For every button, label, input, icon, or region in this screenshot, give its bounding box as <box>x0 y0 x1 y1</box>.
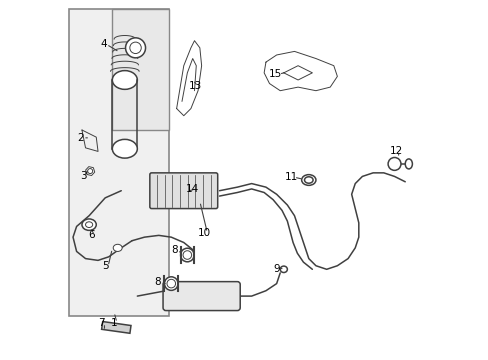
Text: 5: 5 <box>102 261 108 271</box>
Bar <box>102 321 131 333</box>
Text: 10: 10 <box>198 228 211 238</box>
Text: 7: 7 <box>98 318 105 328</box>
Text: 15: 15 <box>269 69 282 79</box>
Circle shape <box>130 42 141 54</box>
Text: 9: 9 <box>273 264 280 274</box>
Text: 12: 12 <box>389 147 402 157</box>
Ellipse shape <box>180 248 194 262</box>
Ellipse shape <box>301 175 315 185</box>
Circle shape <box>166 279 175 288</box>
Text: 14: 14 <box>186 184 199 194</box>
Text: 1: 1 <box>111 318 117 328</box>
Ellipse shape <box>405 159 411 169</box>
Circle shape <box>183 251 191 259</box>
Circle shape <box>87 168 93 174</box>
Ellipse shape <box>280 266 287 273</box>
Text: 2: 2 <box>77 133 83 143</box>
FancyBboxPatch shape <box>163 282 240 311</box>
Ellipse shape <box>85 222 93 228</box>
Text: 8: 8 <box>154 277 161 287</box>
Bar <box>69 9 169 316</box>
Ellipse shape <box>112 139 137 158</box>
Text: 6: 6 <box>88 230 95 240</box>
Circle shape <box>387 157 400 170</box>
Ellipse shape <box>164 277 178 291</box>
Ellipse shape <box>112 71 137 89</box>
Text: 13: 13 <box>188 81 202 91</box>
Ellipse shape <box>113 244 122 251</box>
Text: 11: 11 <box>284 172 297 182</box>
Circle shape <box>125 38 145 58</box>
Text: 3: 3 <box>80 171 86 181</box>
Text: 8: 8 <box>171 245 178 255</box>
Bar <box>112 9 169 130</box>
FancyBboxPatch shape <box>149 173 217 208</box>
Text: 4: 4 <box>100 39 106 49</box>
Ellipse shape <box>304 177 312 183</box>
Ellipse shape <box>82 219 96 230</box>
